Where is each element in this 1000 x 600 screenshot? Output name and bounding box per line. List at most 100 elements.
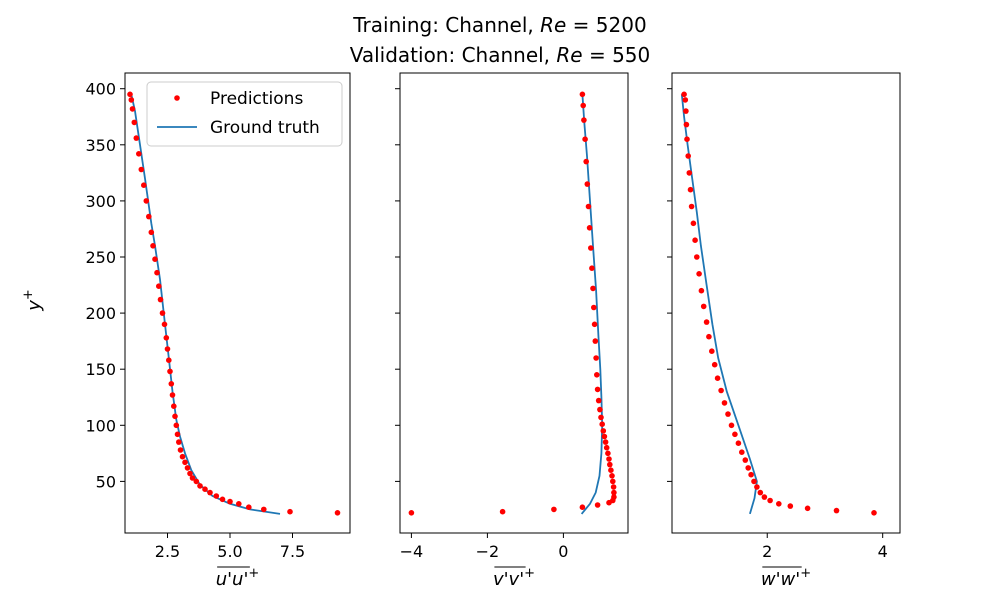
prediction-point (787, 503, 794, 509)
title-line-2: Validation: Channel, Re = 550 (350, 43, 651, 67)
prediction-point (725, 411, 731, 417)
prediction-point (601, 433, 608, 440)
prediction-point (334, 510, 341, 516)
prediction-point (583, 158, 589, 165)
prediction-point (748, 471, 754, 478)
prediction-point (172, 413, 178, 420)
prediction-point (581, 117, 587, 123)
prediction-point (709, 348, 715, 355)
prediction-point (584, 181, 591, 187)
x-axis-label: w'w'+ (761, 566, 811, 590)
prediction-point (611, 489, 617, 496)
prediction-point (610, 478, 616, 485)
prediction-point (686, 170, 693, 176)
prediction-point (128, 97, 135, 103)
y-tick-label: 300 (85, 192, 116, 211)
prediction-point (177, 447, 184, 453)
prediction-point (187, 470, 193, 477)
prediction-point (157, 296, 164, 303)
prediction-point (227, 498, 233, 505)
prediction-point (213, 493, 220, 499)
x-tick-label: 2.5 (155, 542, 180, 561)
prediction-point (167, 368, 173, 375)
prediction-point (579, 91, 586, 98)
legend: Predictions Ground truth (146, 81, 343, 147)
legend-marker-predictions (174, 95, 180, 101)
prediction-point (684, 136, 690, 142)
prediction-point (804, 505, 811, 512)
prediction-point (595, 397, 602, 404)
prediction-point (603, 444, 610, 451)
prediction-point (236, 501, 242, 507)
prediction-point (589, 265, 595, 272)
prediction-point (591, 304, 597, 311)
prediction-point (551, 506, 557, 513)
prediction-point (136, 151, 142, 157)
prediction-point (687, 186, 694, 193)
prediction-point (193, 478, 200, 485)
prediction-point (591, 321, 598, 328)
prediction-point (721, 400, 728, 406)
prediction-point (735, 440, 742, 447)
y-tick-label: 250 (85, 248, 116, 267)
y-tick-label: 50 (96, 472, 116, 491)
legend-label-ground-truth: Ground truth (210, 118, 320, 138)
prediction-point (287, 508, 293, 515)
axes-frame (399, 72, 629, 534)
figure-title: Training: Channel, Re = 5200 Validation:… (350, 13, 651, 67)
prediction-point (579, 504, 586, 511)
ground-truth-line (580, 94, 604, 515)
panel-2: −4 −2 0 v'v'+ (395, 72, 629, 590)
prediction-point (606, 456, 612, 462)
legend-box (146, 81, 343, 147)
x-tick-label: 0 (558, 542, 568, 561)
prediction-point (732, 431, 738, 438)
prediction-point (154, 269, 160, 276)
axes-frame (124, 72, 351, 534)
prediction-point (138, 166, 145, 173)
prediction-point (692, 237, 698, 243)
prediction-point (179, 453, 186, 460)
prediction-point (146, 213, 152, 220)
prediction-point (219, 496, 226, 503)
prediction-point (593, 355, 599, 361)
prediction-point (602, 439, 609, 445)
prediction-point (586, 225, 593, 231)
prediction-point (690, 220, 697, 227)
y-tick-label: 200 (85, 304, 116, 323)
prediction-point (164, 346, 171, 352)
prediction-point (600, 428, 607, 434)
prediction-point (129, 106, 136, 112)
title-line-1: Training: Channel, Re = 5200 (352, 13, 646, 37)
prediction-point (685, 153, 691, 159)
prediction-point (683, 108, 689, 114)
y-tick-label: 150 (85, 360, 116, 379)
prediction-point (161, 321, 168, 328)
prediction-point (156, 283, 162, 290)
prediction-point (159, 310, 166, 316)
prediction-point (169, 392, 176, 398)
prediction-point (582, 136, 588, 142)
prediction-point (207, 489, 213, 496)
prediction-point (597, 406, 603, 413)
prediction-point (594, 372, 600, 378)
ground-truth-line (130, 94, 281, 515)
prediction-point (594, 502, 601, 508)
y-tick-label: 400 (85, 80, 116, 99)
prediction-point (166, 357, 172, 364)
prediction-point (246, 504, 252, 511)
prediction-point (703, 319, 710, 325)
x-tick-label: 5.0 (217, 542, 242, 561)
prediction-point (182, 459, 188, 466)
prediction-point (776, 501, 782, 507)
prediction-point (605, 450, 611, 457)
prediction-point (694, 254, 700, 260)
prediction-point (745, 465, 751, 471)
prediction-point (580, 102, 586, 109)
prediction-point (767, 497, 773, 504)
prediction-point (739, 449, 745, 456)
prediction-point (598, 414, 604, 421)
x-tick-label: 2 (762, 542, 772, 561)
legend-label-predictions: Predictions (210, 89, 303, 109)
